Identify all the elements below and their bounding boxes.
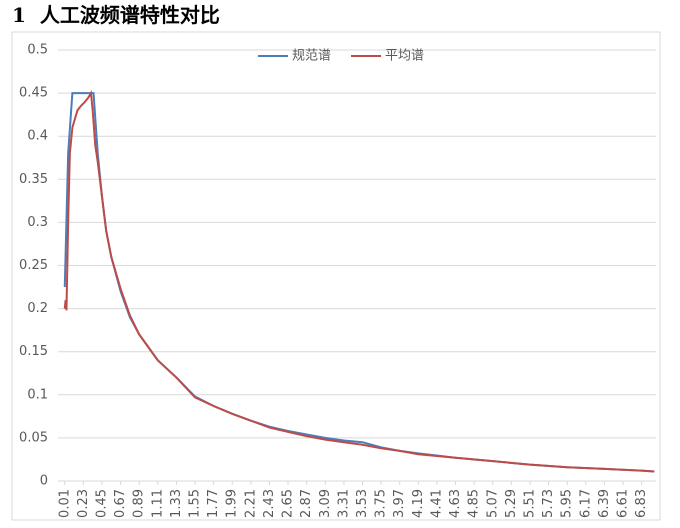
x-tick-label: 5.29 — [504, 489, 519, 518]
legend-label: 规范谱 — [292, 49, 331, 64]
series-line — [63, 92, 655, 473]
x-tick-label: 0.23 — [76, 489, 91, 518]
y-tick-label: 0.45 — [19, 86, 48, 101]
x-tick-label: 3.31 — [336, 489, 351, 518]
x-tick-label: 2.43 — [262, 489, 277, 518]
x-tick-label: 0.67 — [113, 489, 128, 518]
series-line — [63, 89, 655, 473]
x-tick-label: 4.41 — [429, 489, 444, 518]
chart-frame — [11, 31, 661, 521]
heading-title: 人工波频谱特性对比 — [39, 3, 220, 27]
heading: 1 人工波频谱特性对比 — [12, 0, 234, 30]
x-tick-label: 4.19 — [411, 489, 426, 518]
y-tick-label: 0.2 — [27, 301, 48, 316]
x-tick-label: 1.99 — [225, 489, 240, 518]
x-tick-label: 1.55 — [188, 489, 203, 518]
y-tick-label: 0.4 — [27, 129, 48, 144]
x-tick-label: 3.97 — [392, 489, 407, 518]
x-tick-label: 3.75 — [374, 489, 389, 518]
y-tick-label: 0.25 — [19, 258, 48, 273]
x-tick-label: 1.33 — [169, 489, 184, 518]
x-tick-label: 6.39 — [597, 489, 612, 518]
x-tick-label: 6.83 — [634, 489, 649, 518]
x-tick-label: 6.61 — [616, 489, 631, 518]
x-tick-label: 3.53 — [355, 489, 370, 518]
legend-label: 平均谱 — [385, 49, 424, 64]
x-tick-label: 5.07 — [485, 489, 500, 518]
y-tick-label: 0 — [40, 474, 48, 489]
y-tick-label: 0.35 — [19, 172, 48, 187]
x-tick-label: 0.01 — [57, 489, 72, 518]
x-tick-label: 3.09 — [318, 489, 333, 518]
y-tick-label: 0.1 — [27, 387, 48, 402]
x-tick-label: 5.95 — [560, 489, 575, 518]
y-tick-label: 0.15 — [19, 344, 48, 359]
y-tick-label: 0.5 — [27, 43, 48, 58]
heading-number: 1 — [12, 3, 26, 27]
x-tick-label: 0.45 — [94, 489, 109, 518]
x-tick-label: 2.21 — [243, 489, 258, 518]
y-tick-label: 0.05 — [19, 430, 48, 445]
x-tick-label: 4.63 — [448, 489, 463, 518]
x-tick-label: 5.73 — [541, 489, 556, 518]
x-tick-label: 1.77 — [206, 489, 221, 518]
x-tick-label: 4.85 — [467, 489, 482, 518]
x-tick-label: 6.17 — [578, 489, 593, 518]
y-tick-label: 0.3 — [27, 215, 48, 230]
x-tick-label: 1.11 — [150, 489, 165, 518]
x-tick-label: 5.51 — [522, 489, 537, 518]
x-tick-label: 2.87 — [299, 489, 314, 518]
x-tick-label: 0.89 — [132, 489, 147, 518]
x-tick-label: 2.65 — [281, 489, 296, 518]
